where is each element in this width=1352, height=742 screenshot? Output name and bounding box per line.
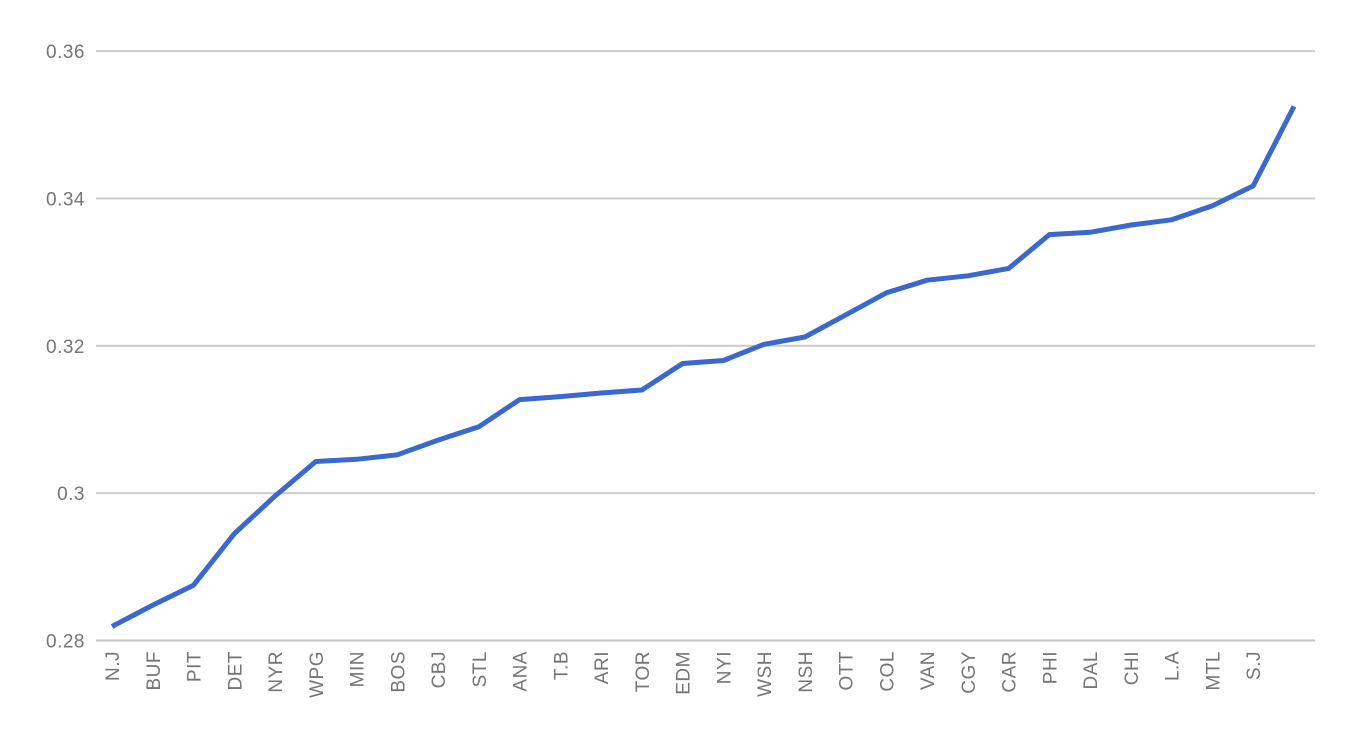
x-tick-label: L.A bbox=[1163, 651, 1184, 681]
series-line bbox=[110, 105, 1297, 629]
x-tick-label: WSH bbox=[755, 651, 776, 697]
x-tick-label: EDM bbox=[674, 651, 695, 695]
x-tick-label: NSH bbox=[796, 651, 817, 693]
x-tick-label: DAL bbox=[1081, 651, 1102, 689]
x-tick-label: VAN bbox=[918, 651, 939, 690]
x-tick-label: NYI bbox=[714, 651, 735, 684]
y-tick-label: 0.34 bbox=[46, 189, 85, 210]
x-tick-label: T.B bbox=[551, 651, 572, 680]
x-tick-label: ARI bbox=[592, 651, 613, 684]
x-tick-label: BOS bbox=[388, 651, 409, 693]
x-tick-label: CGY bbox=[959, 651, 980, 694]
x-tick-label: MIN bbox=[348, 651, 369, 687]
x-tick-label: MTL bbox=[1203, 651, 1224, 691]
y-tick-label: 0.28 bbox=[46, 632, 85, 653]
x-tick-label: OTT bbox=[837, 651, 858, 691]
x-tick-label: PHI bbox=[1040, 651, 1061, 684]
x-tick-label: ANA bbox=[511, 651, 532, 692]
x-tick-label: COL bbox=[877, 651, 898, 692]
x-tick-label: S.J bbox=[1244, 651, 1265, 680]
x-tick-label: CHI bbox=[1122, 651, 1143, 685]
y-tick-label: 0.32 bbox=[46, 337, 85, 358]
x-tick-label: STL bbox=[470, 651, 491, 687]
x-tick-label: WPG bbox=[307, 651, 328, 698]
y-tick-label: 0.36 bbox=[46, 42, 85, 63]
x-tick-label: N.J bbox=[103, 651, 124, 681]
x-tick-label: CBJ bbox=[429, 651, 450, 688]
y-tick-label: 0.3 bbox=[57, 484, 85, 505]
x-tick-label: NYR bbox=[266, 651, 287, 693]
x-tick-label: TOR bbox=[633, 651, 654, 692]
x-tick-label: BUF bbox=[144, 651, 165, 691]
x-tick-label: DET bbox=[225, 651, 246, 691]
x-tick-label: PIT bbox=[185, 651, 206, 682]
x-tick-label: CAR bbox=[1000, 651, 1021, 693]
